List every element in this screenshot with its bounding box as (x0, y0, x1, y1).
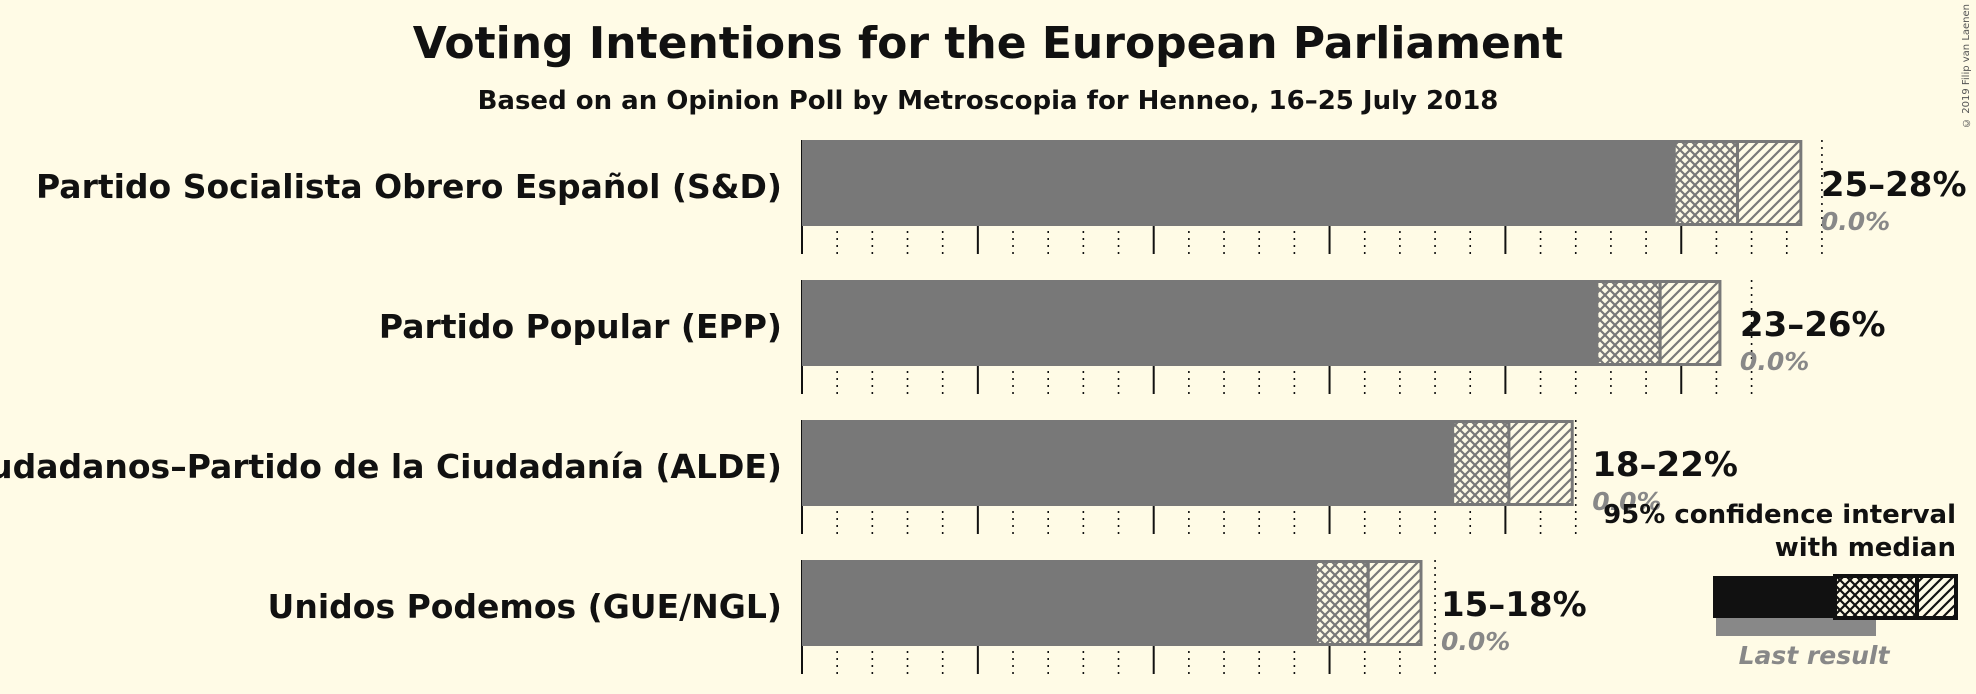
last-result-label: 0.0% (1740, 347, 1809, 376)
range-label: 23–26% (1740, 305, 1886, 345)
legend-last-result-label: Last result (1739, 641, 1891, 670)
range-label: 15–18% (1441, 585, 1587, 625)
interval-lower-hatch (1595, 280, 1662, 366)
interval-lower-hatch (1672, 140, 1740, 226)
last-result-label: 0.0% (1592, 487, 1661, 516)
bar-solid (802, 420, 1453, 506)
chart-subtitle: Based on an Opinion Poll by Metroscopia … (477, 86, 1499, 116)
bar-solid (802, 280, 1597, 366)
interval-upper-hatch (1366, 560, 1423, 646)
legend-interval-lower-swatch (1833, 574, 1919, 620)
bar-solid (802, 140, 1675, 226)
legend-line-2: with median (1775, 533, 1956, 563)
legend: 95% confidence interval with median Last… (1603, 500, 1958, 670)
chart-title: Voting Intentions for the European Parli… (412, 18, 1564, 69)
labels: Partido Socialista Obrero Español (S&D) 2… (0, 165, 1967, 656)
legend-line-1: 95% confidence interval (1603, 500, 1956, 530)
category-label: Partido Popular (EPP) (379, 307, 782, 346)
range-label: 25–28% (1821, 165, 1967, 205)
last-result-label: 0.0% (1821, 207, 1890, 236)
category-label: Unidos Podemos (GUE/NGL) (268, 587, 782, 626)
range-label: 18–22% (1592, 445, 1738, 485)
interval-lower-hatch (1451, 420, 1511, 506)
bars (802, 140, 1803, 646)
bar-solid (802, 560, 1316, 646)
category-label: Ciudadanos–Partido de la Ciudadanía (ALD… (0, 447, 782, 486)
last-result-label: 0.0% (1441, 627, 1510, 656)
interval-upper-hatch (1658, 280, 1722, 366)
legend-bar-swatch (1713, 576, 1835, 618)
legend-interval-upper-swatch (1915, 574, 1958, 620)
interval-upper-hatch (1507, 420, 1574, 506)
interval-lower-hatch (1313, 560, 1370, 646)
interval-upper-hatch (1736, 140, 1803, 226)
category-label: Partido Socialista Obrero Español (S&D) (36, 167, 782, 206)
